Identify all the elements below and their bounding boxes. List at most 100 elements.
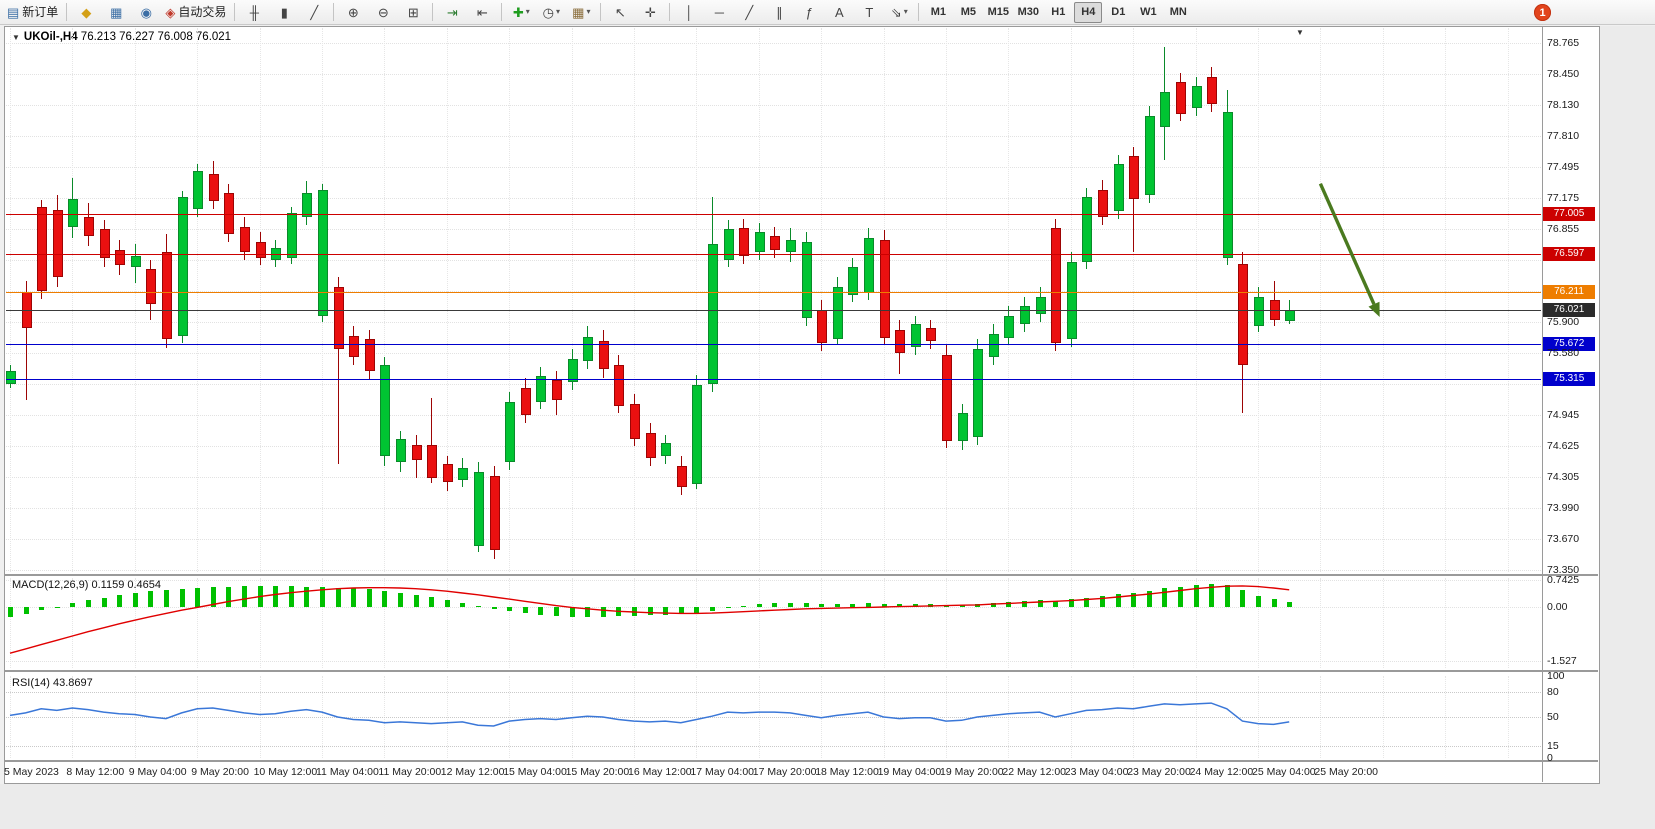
candle-body <box>1051 228 1061 344</box>
horizontal-level-line[interactable] <box>6 254 1541 256</box>
candle-body <box>1207 76 1217 104</box>
macd-histogram-bar <box>55 606 60 608</box>
macd-histogram-bar <box>523 606 528 614</box>
grid-line-horizontal <box>6 507 1541 509</box>
horizontal-level-line[interactable] <box>6 291 1541 293</box>
panel-separator[interactable] <box>5 574 1598 576</box>
candle-body <box>443 463 453 482</box>
zoom-out-button[interactable]: ⊖ <box>369 1 397 23</box>
candle-body <box>973 349 983 437</box>
arrows-tool-button[interactable]: ⇘ ▾ <box>885 1 913 23</box>
toolbar-separator <box>66 3 68 21</box>
grid-line-horizontal <box>6 136 1541 138</box>
timeframe-button-m30[interactable]: M30 <box>1017 6 1040 18</box>
notification-badge[interactable]: 1 <box>1534 4 1551 21</box>
time-axis-label: 17 May 20:00 <box>752 766 817 778</box>
favorites-icon: ◆ <box>81 4 92 20</box>
timeframe-button-h4[interactable]: H4 <box>1074 1 1103 23</box>
time-axis-label: 24 May 12:00 <box>1189 766 1254 778</box>
candle-wick <box>26 281 27 400</box>
navigator-button[interactable]: ◉ <box>132 1 160 23</box>
candle-body <box>178 197 188 336</box>
grid-line-vertical <box>758 28 760 572</box>
periods-button[interactable]: ◷ ▾ <box>537 1 565 23</box>
cursor-button[interactable]: ↖ <box>606 1 634 23</box>
auto-scroll-button[interactable]: ⇥ <box>438 1 466 23</box>
crosshair-button[interactable]: ✛ <box>636 1 664 23</box>
one-click-trading-arrow-icon[interactable]: ▼ <box>12 33 20 42</box>
time-axis-label: 23 May 20:00 <box>1127 766 1191 778</box>
grid-line-vertical <box>1195 28 1197 572</box>
zoom-in-button[interactable]: ⊕ <box>339 1 367 23</box>
price-axis-divider[interactable] <box>1542 26 1543 782</box>
candle-body <box>630 403 640 439</box>
grid-line-vertical <box>1070 578 1072 668</box>
candle-body <box>256 242 266 258</box>
fibonacci-icon: ƒ <box>805 4 813 20</box>
panel-separator[interactable] <box>5 760 1598 762</box>
time-axis-label: 15 May 20:00 <box>565 766 630 778</box>
rsi-axis-label: 0 <box>1547 752 1553 764</box>
macd-histogram-bar <box>897 604 902 607</box>
horizontal-level-line[interactable] <box>6 344 1541 346</box>
autotrading-button[interactable]: ◈ 自动交易 <box>162 1 229 23</box>
macd-histogram-bar <box>850 604 855 607</box>
price-axis-label: 74.305 <box>1547 471 1580 484</box>
macd-histogram-bar <box>960 604 965 607</box>
market-watch-button[interactable]: ▦ <box>102 1 130 23</box>
macd-histogram-bar <box>1272 599 1277 607</box>
chart-shift-marker-icon[interactable]: ▼ <box>1296 28 1304 37</box>
fibonacci-button[interactable]: ƒ <box>795 1 823 23</box>
macd-histogram-bar <box>86 600 91 607</box>
macd-histogram-bar <box>554 606 559 617</box>
trendline-button[interactable]: ╱ <box>735 1 763 23</box>
grid-line-vertical <box>259 28 261 572</box>
templates-button[interactable]: ▦ ▾ <box>567 1 595 23</box>
grid-line-vertical <box>821 28 823 572</box>
timeframe-button-d1[interactable]: D1 <box>1111 6 1126 18</box>
chevron-down-icon: ▾ <box>555 7 560 16</box>
timeframe-button-w1[interactable]: W1 <box>1140 6 1157 18</box>
timeframe-button-mn[interactable]: MN <box>1169 6 1187 18</box>
time-axis-label: 25 May 20:00 <box>1314 766 1379 778</box>
macd-histogram-bar <box>585 606 590 617</box>
current-price-line[interactable] <box>6 310 1541 312</box>
line-chart-button[interactable]: ╱ <box>300 1 328 23</box>
timeframe-button-m1[interactable]: M1 <box>930 6 946 18</box>
grid-line-vertical <box>509 578 511 668</box>
text-button[interactable]: A <box>825 1 853 23</box>
panel-separator[interactable] <box>5 670 1598 672</box>
text-label-icon: T <box>865 4 874 20</box>
text-label-button[interactable]: T <box>855 1 883 23</box>
grid-line-horizontal <box>6 538 1541 540</box>
macd-histogram-bar <box>1194 584 1199 607</box>
candle-body <box>396 438 406 463</box>
candle-wick <box>338 277 339 464</box>
level-price-badge: 76.211 <box>1543 284 1595 299</box>
timeframe-button-m15[interactable]: M15 <box>987 6 1010 18</box>
channel-button[interactable]: ∥ <box>765 1 793 23</box>
favorites-button[interactable]: ◆ <box>72 1 100 23</box>
new-order-button[interactable]: ▤ 新订单 <box>4 1 61 23</box>
indicators-button[interactable]: ✚ ▾ <box>507 1 535 23</box>
grid-line-horizontal <box>6 477 1541 479</box>
line-chart-icon: ╱ <box>310 4 319 20</box>
chart-shift-button[interactable]: ⇤ <box>468 1 496 23</box>
vertical-line-button[interactable]: │ <box>675 1 703 23</box>
grid-line-horizontal <box>6 104 1541 106</box>
horizontal-level-line[interactable] <box>6 214 1541 216</box>
bar-chart-button[interactable]: ╫ <box>240 1 268 23</box>
tile-windows-button[interactable]: ⊞ <box>399 1 427 23</box>
chart-title: ▼ UKOil-,H4 76.213 76.227 76.008 76.021 <box>12 31 231 43</box>
grid-line-vertical <box>634 28 635 572</box>
grid-line-vertical <box>384 28 386 572</box>
timeframe-button-h1[interactable]: H1 <box>1051 6 1066 18</box>
horizontal-line-button[interactable]: ─ <box>705 1 733 23</box>
horizontal-level-line[interactable] <box>6 378 1541 380</box>
macd-histogram-bar <box>382 590 387 607</box>
candle-body <box>926 327 936 342</box>
zoom-out-icon: ⊖ <box>377 4 389 20</box>
timeframe-button-m5[interactable]: M5 <box>960 6 976 18</box>
macd-histogram-bar <box>351 588 356 607</box>
candlestick-chart-button[interactable]: ▮ <box>270 1 298 23</box>
